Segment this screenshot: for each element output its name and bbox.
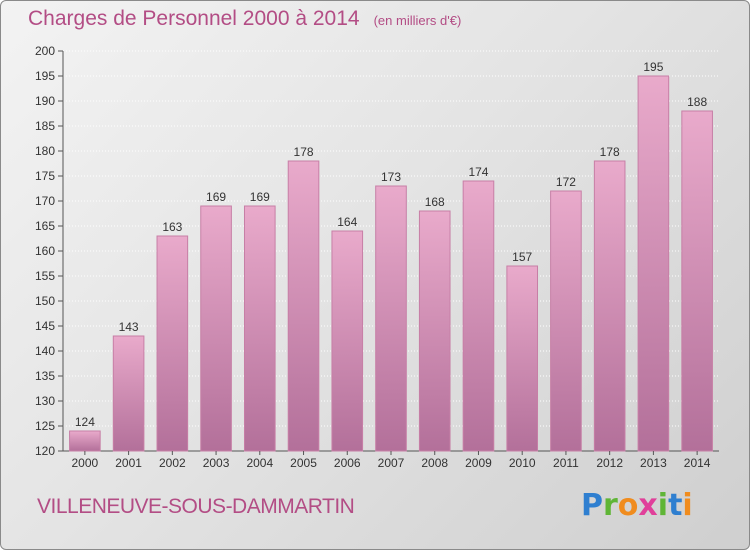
y-tick-label: 120 (35, 444, 55, 458)
chart-title: Charges de Personnel 2000 à 2014 (en mill… (28, 7, 461, 31)
bars (69, 75, 713, 452)
commune-name: VILLENEUVE-SOUS-DAMMARTIN (37, 495, 355, 518)
logo-letter: o (617, 488, 639, 523)
bar (418, 210, 451, 452)
x-tick-label: 2010 (509, 456, 536, 470)
bar (375, 185, 407, 452)
logo-letter: P (581, 488, 603, 523)
x-tick-label: 2013 (640, 456, 667, 470)
data-label: 169 (206, 190, 226, 204)
bar (69, 430, 101, 452)
title-text: Charges de Personnel 2000 à 2014 (28, 7, 360, 30)
y-tick-label: 180 (35, 144, 55, 158)
x-tick-label: 2006 (334, 456, 361, 470)
bar (156, 235, 189, 452)
bar (681, 110, 713, 452)
y-tick-label: 185 (35, 119, 55, 133)
bar (593, 160, 626, 452)
y-tick-label: 155 (35, 269, 55, 283)
x-tick-label: 2005 (290, 456, 317, 470)
x-tick-label: 2008 (421, 456, 448, 470)
y-tick-label: 160 (35, 244, 55, 258)
x-tick-label: 2004 (246, 456, 273, 470)
data-label: 169 (250, 190, 270, 204)
y-tick-label: 165 (35, 219, 55, 233)
y-tick-label: 195 (35, 69, 55, 83)
logo-letter: t (668, 488, 683, 523)
bar (331, 230, 364, 452)
logo-letter: i (682, 488, 693, 523)
logo-letter: x (638, 488, 658, 523)
bar (243, 205, 276, 452)
data-label: 124 (75, 415, 95, 429)
x-tick-label: 2009 (465, 456, 492, 470)
y-tick-label: 190 (35, 94, 55, 108)
x-tick-label: 2011 (553, 456, 579, 470)
data-label: 163 (162, 220, 182, 234)
data-label: 188 (687, 95, 707, 109)
x-tick-label: 2000 (72, 456, 99, 470)
y-tick-label: 150 (35, 294, 55, 308)
y-tick-label: 140 (35, 344, 55, 358)
data-label: 174 (468, 165, 488, 179)
data-label: 195 (643, 60, 663, 74)
data-label: 173 (381, 170, 401, 184)
proxiti-logo: Proxiti (581, 488, 693, 523)
y-tick-label: 135 (35, 369, 55, 383)
x-tick-label: 2003 (203, 456, 230, 470)
y-tick-label: 170 (35, 194, 55, 208)
y-tick-label: 125 (35, 419, 55, 433)
data-label: 178 (294, 145, 314, 159)
bar (287, 160, 320, 452)
data-label: 172 (556, 175, 576, 189)
bar (550, 190, 582, 452)
y-tick-label: 130 (35, 394, 55, 408)
x-tick-label: 2014 (684, 456, 711, 470)
bar (462, 180, 495, 452)
data-label: 143 (119, 320, 139, 334)
unit-note: (en milliers d'€) (373, 13, 462, 28)
y-tick-label: 200 (35, 44, 55, 58)
bar (200, 205, 232, 452)
bar (112, 335, 145, 452)
x-tick-label: 2002 (159, 456, 186, 470)
data-label: 168 (425, 195, 445, 209)
x-tick-label: 2001 (115, 456, 142, 470)
logo-letter: r (603, 488, 618, 523)
logo-letter: i (657, 488, 669, 523)
data-label: 157 (512, 250, 532, 264)
data-labels: 124 143 163 169 169 178 164 173 168 174 157 172 178 1… (75, 60, 708, 429)
bar (506, 265, 539, 452)
bar (637, 75, 670, 452)
x-axis-ticks: 2000 2001 2002 2003 2004 2005 2006 2007 2008 2009… (72, 451, 711, 470)
data-label: 178 (600, 145, 620, 159)
y-tick-label: 175 (35, 169, 55, 183)
y-tick-label: 145 (35, 319, 55, 333)
data-label: 164 (337, 215, 357, 229)
x-tick-label: 2007 (378, 456, 405, 470)
x-tick-label: 2012 (596, 456, 623, 470)
